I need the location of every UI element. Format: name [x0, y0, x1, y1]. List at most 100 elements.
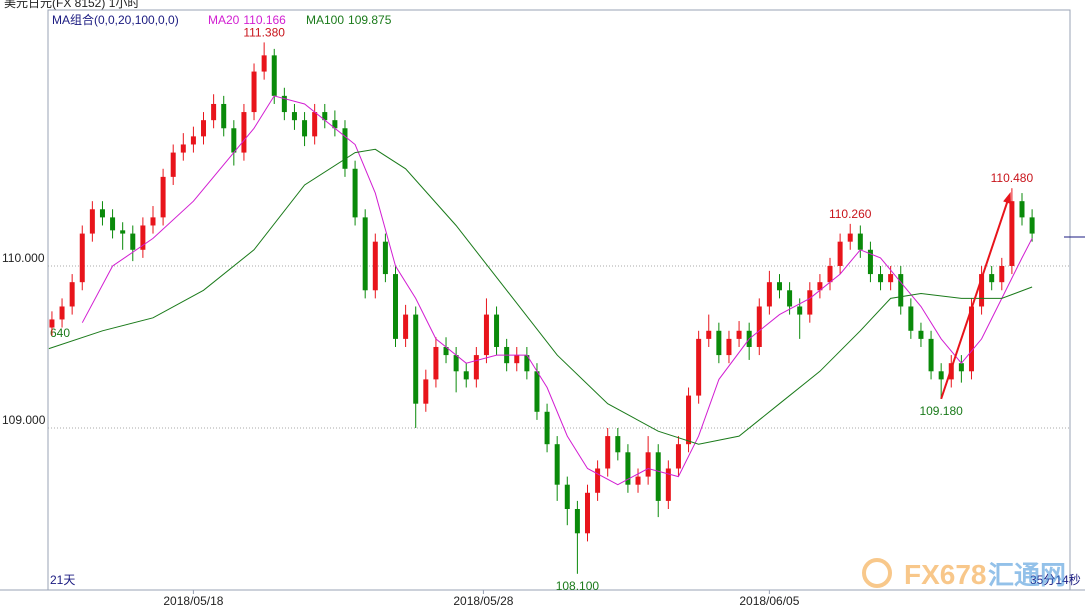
candle-body [291, 112, 297, 121]
candle-body [372, 241, 378, 291]
candle-body [837, 241, 843, 266]
candle-body [968, 306, 974, 372]
candle-body [403, 314, 409, 339]
edge-label: 640 [50, 326, 70, 340]
candle-body [1029, 217, 1035, 234]
indicator: MA组合(0,0,20,100,0,0) [52, 12, 179, 27]
candle-body [453, 355, 459, 372]
legend-entry: MA20 110.166 [208, 13, 286, 27]
candle-body [483, 314, 489, 356]
candle-body [342, 128, 348, 169]
candles [49, 42, 1035, 574]
price-annotation: 109.180 [919, 404, 963, 418]
candle-body [756, 306, 762, 347]
candle-body [362, 217, 368, 291]
candle-body [443, 346, 449, 356]
candle-body [69, 282, 75, 307]
candle-body [281, 95, 287, 113]
watermark-logo [862, 558, 892, 588]
price-annotation: 110.260 [829, 207, 872, 221]
candle-body [89, 209, 95, 234]
candle-body [150, 217, 156, 226]
candle-body [251, 71, 257, 113]
candle-body [938, 371, 944, 380]
candle-body [241, 112, 247, 153]
price-annotation: 110.480 [991, 171, 1034, 185]
candle-body [989, 274, 995, 283]
candle-body [726, 338, 732, 356]
y-tick-label: 110.000 [2, 251, 45, 265]
candle-body [615, 436, 621, 453]
candle-body [393, 274, 399, 339]
watermark: FX678 汇通网 [862, 558, 1066, 590]
chart-title: 美元日元(FX 8152) 1小时 [4, 0, 139, 10]
ma-line [81, 95, 1033, 486]
candle-body [382, 241, 388, 275]
candle-body [473, 355, 479, 380]
candle-body [999, 265, 1005, 283]
x-tick-label: 2018/05/18 [163, 594, 223, 608]
candle-body [584, 492, 590, 534]
countdown: 35分14秒 [1030, 573, 1081, 587]
candle-body [625, 452, 631, 485]
price-annotation: 111.380 [243, 25, 285, 39]
candle-body [867, 249, 873, 275]
legend-name: MA20 [208, 13, 240, 27]
candle-body [776, 282, 782, 291]
candle-body [686, 395, 692, 445]
candle-body [675, 444, 681, 469]
candle-body [797, 306, 803, 315]
candle-body [958, 363, 964, 372]
watermark-text: FX678 [904, 559, 987, 590]
ma-line [48, 148, 1033, 445]
period-label: 21天 [50, 573, 75, 587]
candle-body [190, 136, 196, 145]
candle-body [645, 452, 651, 477]
candle-body [928, 338, 934, 372]
candle-body [120, 230, 126, 234]
candle-body [59, 306, 65, 320]
candle-body [605, 436, 611, 469]
candle-body [534, 371, 540, 412]
candle-body [110, 217, 116, 231]
candle-body [595, 468, 601, 493]
candle-body [817, 282, 823, 291]
watermark-text: 汇通网 [988, 560, 1066, 590]
candle-body [413, 314, 419, 404]
candle-body [554, 444, 560, 485]
candle-body [463, 371, 469, 380]
legend-entry: MA100 109.875 [306, 13, 392, 27]
candle-body [79, 233, 85, 283]
candle-body [180, 144, 186, 153]
candle-body [898, 274, 904, 307]
candle-body [352, 168, 358, 218]
candle-body [1009, 201, 1015, 266]
candle-body [918, 330, 924, 339]
candle-body [655, 452, 661, 501]
candle-body [665, 468, 671, 501]
candle-body [494, 314, 500, 347]
candle-body [716, 330, 722, 356]
candle-body [524, 355, 530, 372]
candle-body [312, 112, 318, 137]
candle-body [231, 128, 237, 153]
y-tick-label: 109.000 [2, 413, 46, 427]
candle-body [787, 290, 793, 307]
candle-body [574, 508, 580, 534]
candle-body [130, 233, 136, 250]
candle-body [99, 209, 105, 218]
candle-body [322, 112, 328, 121]
legend-value: 110.166 [243, 13, 286, 27]
candle-body [433, 346, 439, 380]
candle-body [221, 103, 227, 129]
candle-body [170, 152, 176, 177]
candle-body [766, 282, 772, 307]
candle-body [878, 274, 884, 283]
candle-body [201, 120, 207, 137]
candle-body [736, 330, 742, 339]
candle-body [302, 120, 308, 137]
candle-body [544, 411, 550, 445]
